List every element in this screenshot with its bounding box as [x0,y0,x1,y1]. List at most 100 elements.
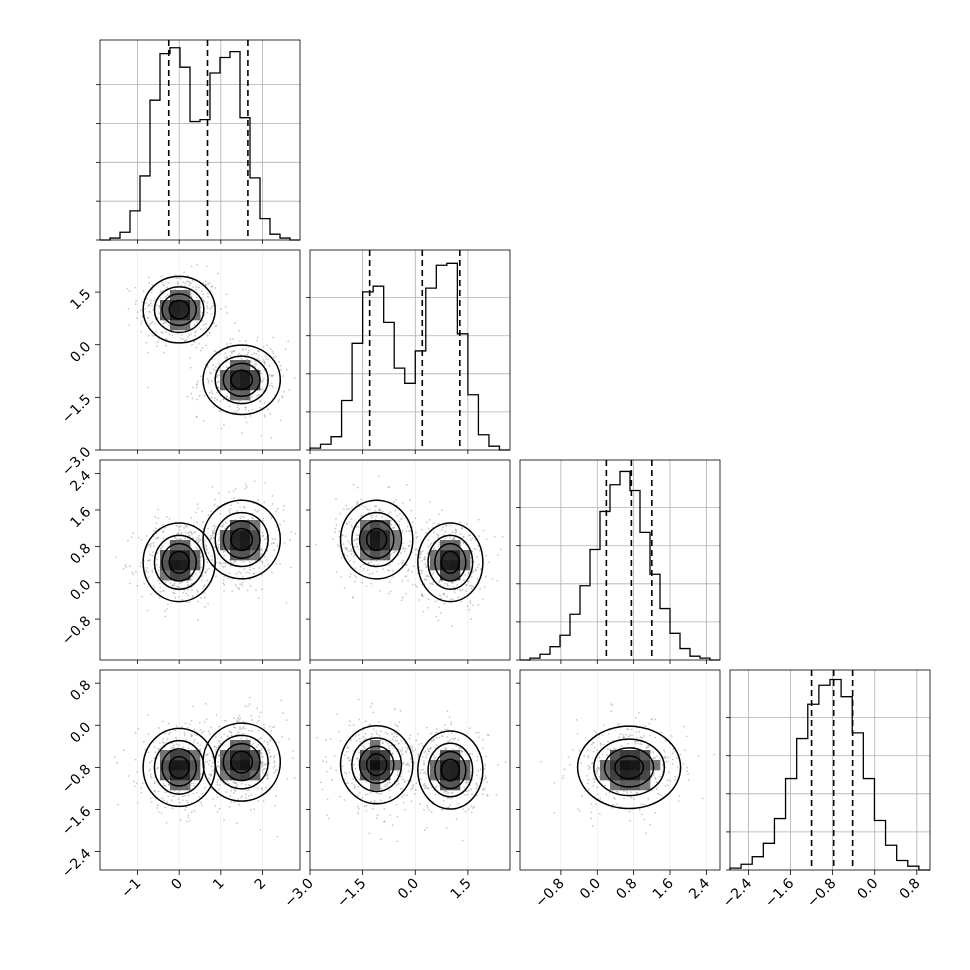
scatter-point-0-3 [260,751,262,754]
scatter-point-1-2 [447,540,449,543]
scatter-point-0-3 [190,811,193,814]
scatter-point-1-2 [405,575,408,577]
scatter-point-1-3 [409,758,412,760]
scatter-point-1-2 [432,581,435,583]
scatter-point-0-3 [264,763,267,766]
scatter-point-2-3 [661,770,664,773]
scatter-point-1-3 [423,763,425,766]
scatter-point-1-2 [448,524,451,527]
scatter-point-1-2 [474,539,477,541]
scatter-point-0-1 [217,362,220,365]
scatter-point-0-2 [162,590,164,592]
scatter-point-1-2 [451,541,453,543]
scatter-point-1-2 [434,550,436,552]
scatter-point-1-3 [397,780,399,783]
scatter-point-2-3 [602,743,605,746]
scatter-point-0-2 [210,510,213,513]
scatter-point-1-2 [352,484,355,486]
scatter-point-1-3 [420,769,423,771]
xtick-label-2-1: 0.0 [577,876,604,903]
scatter-point-0-2 [231,590,234,592]
scatter-point-1-3 [464,810,467,813]
scatter-point-0-3 [181,799,184,802]
contour-0-3-0-3 [168,755,190,779]
scatter-point-1-3 [406,748,409,750]
scatter-point-0-3 [184,794,186,797]
scatter-point-1-3 [396,840,399,843]
scatter-point-2-3 [635,791,638,794]
scatter-point-1-3 [419,772,422,775]
density-cell-1-2 [370,540,381,551]
scatter-point-1-3 [399,787,402,790]
scatter-point-2-3 [588,768,590,771]
scatter-point-1-2 [428,501,431,503]
scatter-point-0-2 [224,562,227,565]
scatter-point-2-3 [629,819,632,822]
scatter-point-2-3 [660,731,663,734]
scatter-point-1-2 [315,544,318,546]
scatter-point-1-3 [375,785,378,788]
scatter-point-1-3 [408,764,411,767]
scatter-point-0-1 [200,375,202,378]
scatter-point-0-1 [213,406,215,408]
scatter-point-0-2 [157,517,160,519]
scatter-point-1-3 [327,817,330,820]
scatter-point-0-3 [234,726,237,729]
scatter-point-0-3 [162,784,165,787]
scatter-point-1-3 [418,743,420,746]
scatter-point-0-3 [216,795,219,798]
scatter-point-1-2 [453,537,455,540]
scatter-point-0-1 [188,334,191,336]
scatter-point-0-3 [204,760,207,763]
contour-1-2-1-1 [427,534,474,590]
scatter-point-0-2 [202,521,205,523]
scatter-point-0-1 [167,294,170,297]
density-cell-0-2 [230,520,241,531]
scatter-point-0-3 [242,727,245,729]
scatter-point-1-2 [455,542,458,545]
scatter-point-2-3 [634,742,636,745]
scatter-point-1-2 [438,513,440,516]
scatter-point-1-2 [409,540,412,543]
scatter-point-0-3 [228,805,231,808]
scatter-point-0-2 [146,546,149,548]
ytick-label-1-2: 0.0 [67,339,94,366]
scatter-point-1-3 [379,786,381,789]
scatter-point-2-3 [654,777,657,780]
scatter-point-0-3 [152,741,155,743]
scatter-point-0-3 [260,766,263,768]
scatter-point-0-1 [272,352,274,355]
scatter-point-0-1 [271,375,273,378]
scatter-point-0-1 [229,362,232,365]
density-cell-0-1 [160,310,171,321]
scatter-point-1-2 [467,580,470,583]
scatter-point-1-2 [466,554,468,556]
scatter-point-0-3 [171,742,174,745]
scatter-point-2-3 [676,756,678,759]
scatter-point-2-3 [631,734,633,737]
scatter-point-1-2 [335,498,337,500]
scatter-point-2-3 [590,817,592,820]
scatter-point-0-3 [230,731,232,734]
density-cell-0-2 [160,570,171,581]
scatter-point-0-3 [259,828,262,831]
scatter-point-0-1 [201,319,204,322]
scatter-point-0-2 [244,483,247,486]
scatter-point-0-2 [213,503,216,506]
scatter-point-1-2 [349,559,352,562]
scatter-point-1-3 [441,735,444,737]
scatter-point-0-1 [264,361,266,364]
scatter-point-1-3 [405,746,408,749]
scatter-point-0-2 [199,563,201,565]
scatter-point-1-2 [476,566,479,568]
contour-0-2-1-3 [230,527,254,552]
scatter-point-1-3 [409,734,412,737]
scatter-point-0-3 [235,741,237,744]
scatter-point-1-2 [438,606,440,608]
scatter-point-0-1 [233,398,236,401]
scatter-point-0-3 [149,768,152,771]
scatter-point-1-2 [381,558,383,561]
scatter-point-1-3 [419,778,422,781]
scatter-point-0-3 [163,784,166,787]
scatter-point-0-2 [229,558,231,561]
